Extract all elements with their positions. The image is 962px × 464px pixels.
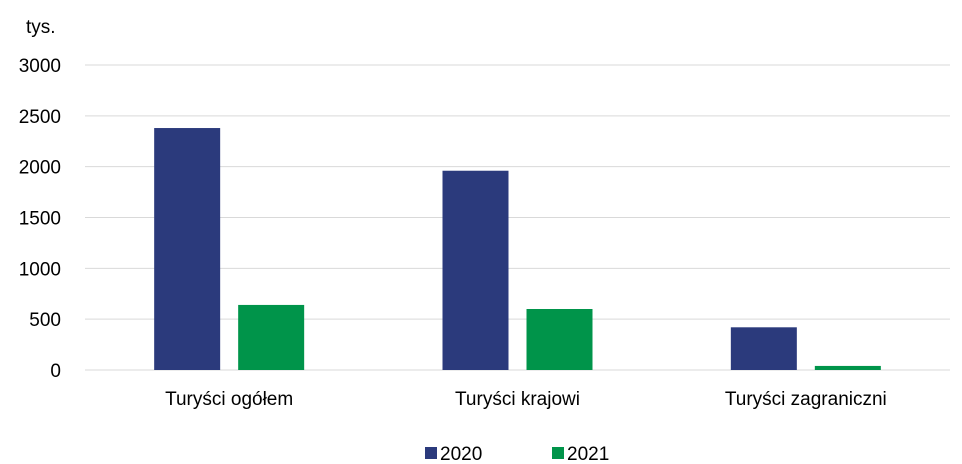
- x-category-label: Turyści krajowi: [455, 389, 580, 410]
- legend-label-2020: 2020: [440, 444, 482, 464]
- y-tick-label: 0: [50, 361, 61, 382]
- bar-2020-1: [442, 170, 509, 370]
- legend-label-2021: 2021: [567, 444, 609, 464]
- y-tick-label: 2500: [19, 107, 61, 128]
- y-axis-unit-label: tys.: [26, 17, 56, 38]
- bar-2021-1: [526, 309, 593, 370]
- x-category-label: Turyści zagraniczni: [725, 389, 887, 410]
- legend: 2020 2021: [425, 444, 609, 464]
- x-category-label: Turyści ogółem: [165, 389, 293, 410]
- y-axis-ticks: 0 500 1000 1500 2000 2500 3000: [19, 56, 61, 382]
- legend-swatch-2020: [425, 447, 437, 459]
- bar-2021-0: [238, 304, 305, 370]
- bars: [154, 128, 881, 370]
- y-tick-label: 1000: [19, 259, 61, 280]
- legend-swatch-2021: [552, 447, 564, 459]
- y-tick-label: 3000: [19, 56, 61, 77]
- bar-2021-2: [814, 365, 881, 370]
- bar-2020-2: [730, 327, 797, 370]
- bar-2020-0: [154, 128, 221, 370]
- x-axis-labels: Turyści ogółem Turyści krajowi Turyści zag…: [165, 389, 887, 410]
- y-tick-label: 500: [29, 310, 61, 331]
- y-tick-label: 2000: [19, 158, 61, 179]
- y-tick-label: 1500: [19, 209, 61, 230]
- gridlines: [85, 64, 950, 371]
